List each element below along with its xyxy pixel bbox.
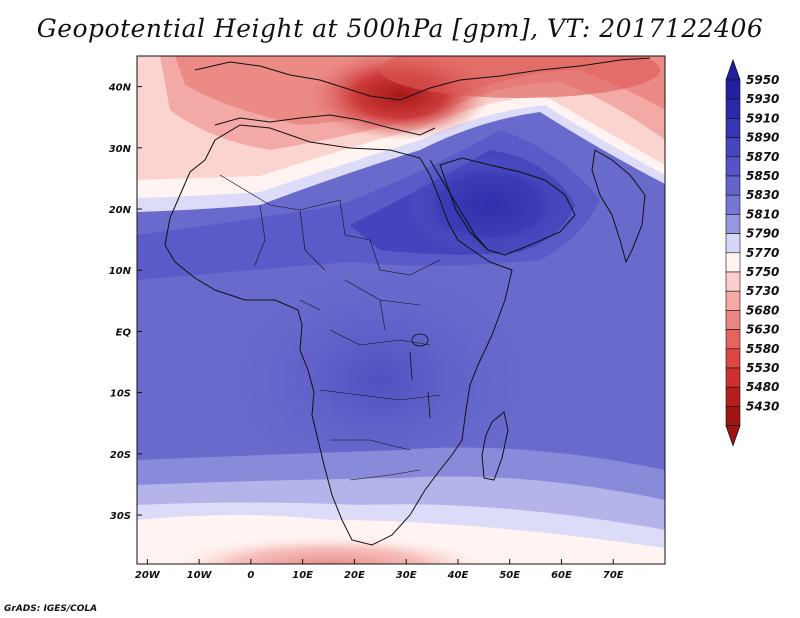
colorbar-label: 5890 — [746, 131, 779, 145]
y-tick-label: 10S — [110, 389, 131, 400]
colorbar-label: 5850 — [746, 169, 779, 183]
colorbar-label: 5950 — [746, 73, 779, 87]
arabia-outline — [439, 157, 576, 256]
colorbar-label: 5770 — [746, 246, 779, 260]
lake-malawi — [427, 391, 431, 419]
colorbar-swatch — [725, 271, 741, 292]
colorbar-label: 5580 — [746, 342, 779, 356]
colorbar-label: 5810 — [746, 207, 779, 221]
colorbar-swatch — [725, 310, 741, 330]
coastlines — [164, 57, 651, 546]
x-tick-label: 10E — [292, 570, 313, 581]
y-tick-label: 20S — [110, 450, 131, 461]
colorbar-label: 5750 — [746, 265, 779, 279]
country-borders — [219, 174, 441, 481]
colorbar-label: 5830 — [746, 188, 779, 202]
x-tick-label: 60E — [551, 570, 572, 581]
x-tick-label: 10W — [187, 570, 213, 581]
contour-africa-core — [230, 270, 530, 490]
colorbar-swatch — [725, 329, 741, 350]
colorbar-label: 5430 — [746, 399, 779, 413]
colorbar-swatch — [725, 386, 741, 407]
colorbar-swatch — [725, 156, 741, 177]
map-title: Geopotential Height at 500hPa [gpm], VT:… — [36, 14, 764, 43]
colorbar-swatch — [725, 137, 741, 158]
lakes — [409, 333, 431, 419]
y-tick-label: 40N — [108, 83, 132, 94]
x-tick-label: 20E — [344, 570, 365, 581]
red-sea-outline — [429, 159, 489, 251]
contour-high-arabia — [405, 155, 575, 255]
y-tick-label: EQ — [116, 327, 132, 338]
y-tick-label: 30N — [109, 144, 132, 155]
colorbar: 5950 5930 5910 5890 5870 5850 5830 5810 5790 5770… — [725, 58, 779, 447]
colorbar-swatch — [725, 348, 741, 369]
x-axis: 20W 10W 0 10E 20E 30E 40E 50E 60E 70E — [135, 559, 624, 581]
colorbar-bottom-arrow — [725, 425, 741, 447]
colorbar-label: 5680 — [746, 303, 779, 317]
colorbar-swatch — [725, 214, 741, 234]
colorbar-swatch — [725, 98, 741, 119]
mediterranean-outline — [214, 114, 436, 136]
europe-outline — [194, 57, 651, 101]
africa-outline — [164, 124, 513, 546]
colorbar-swatch — [725, 406, 741, 426]
colorbar-swatch — [725, 233, 741, 254]
colorbar-swatch — [725, 367, 741, 388]
colorbar-top-arrow — [725, 58, 741, 81]
colorbar-swatch — [725, 175, 741, 196]
india-outline — [591, 149, 646, 264]
map-frame — [136, 55, 666, 565]
colorbar-label: 5930 — [746, 92, 779, 106]
contour-high-north — [380, 56, 660, 98]
y-tick-label: 20N — [109, 205, 132, 216]
x-tick-label: 70E — [603, 570, 624, 581]
lake-tanganyika — [409, 351, 413, 381]
map-plot-area — [137, 56, 665, 564]
colorbar-label: 5480 — [746, 380, 779, 394]
y-tick-label: 30S — [110, 511, 131, 522]
colorbar-label: 5530 — [746, 361, 779, 375]
colorbar-swatch — [725, 79, 741, 100]
madagascar-outline — [481, 411, 509, 481]
colorbar-label: 5910 — [746, 111, 779, 125]
colorbar-swatch — [725, 118, 741, 138]
colorbar-label: 5630 — [746, 323, 779, 337]
colorbar-swatch — [725, 290, 741, 311]
x-tick-label: 0 — [247, 570, 254, 581]
colorbar-label: 5790 — [746, 227, 779, 241]
colorbar-label: 5730 — [746, 284, 779, 298]
y-tick-label: 10N — [109, 266, 132, 277]
lake-victoria — [411, 333, 429, 347]
colorbar-swatch — [725, 194, 741, 215]
y-axis: 40N 30N 20N 10N EQ 10S 20S 30S — [108, 83, 142, 522]
x-tick-label: 20W — [135, 570, 161, 581]
x-tick-label: 40E — [447, 570, 469, 581]
contour-low-south — [170, 530, 490, 564]
colorbar-label: 5870 — [746, 150, 779, 164]
footer-credit: GrADS: IGES/COLA — [4, 604, 98, 614]
x-tick-label: 30E — [396, 570, 417, 581]
colorbar-swatch — [725, 252, 741, 273]
x-tick-label: 50E — [499, 570, 520, 581]
